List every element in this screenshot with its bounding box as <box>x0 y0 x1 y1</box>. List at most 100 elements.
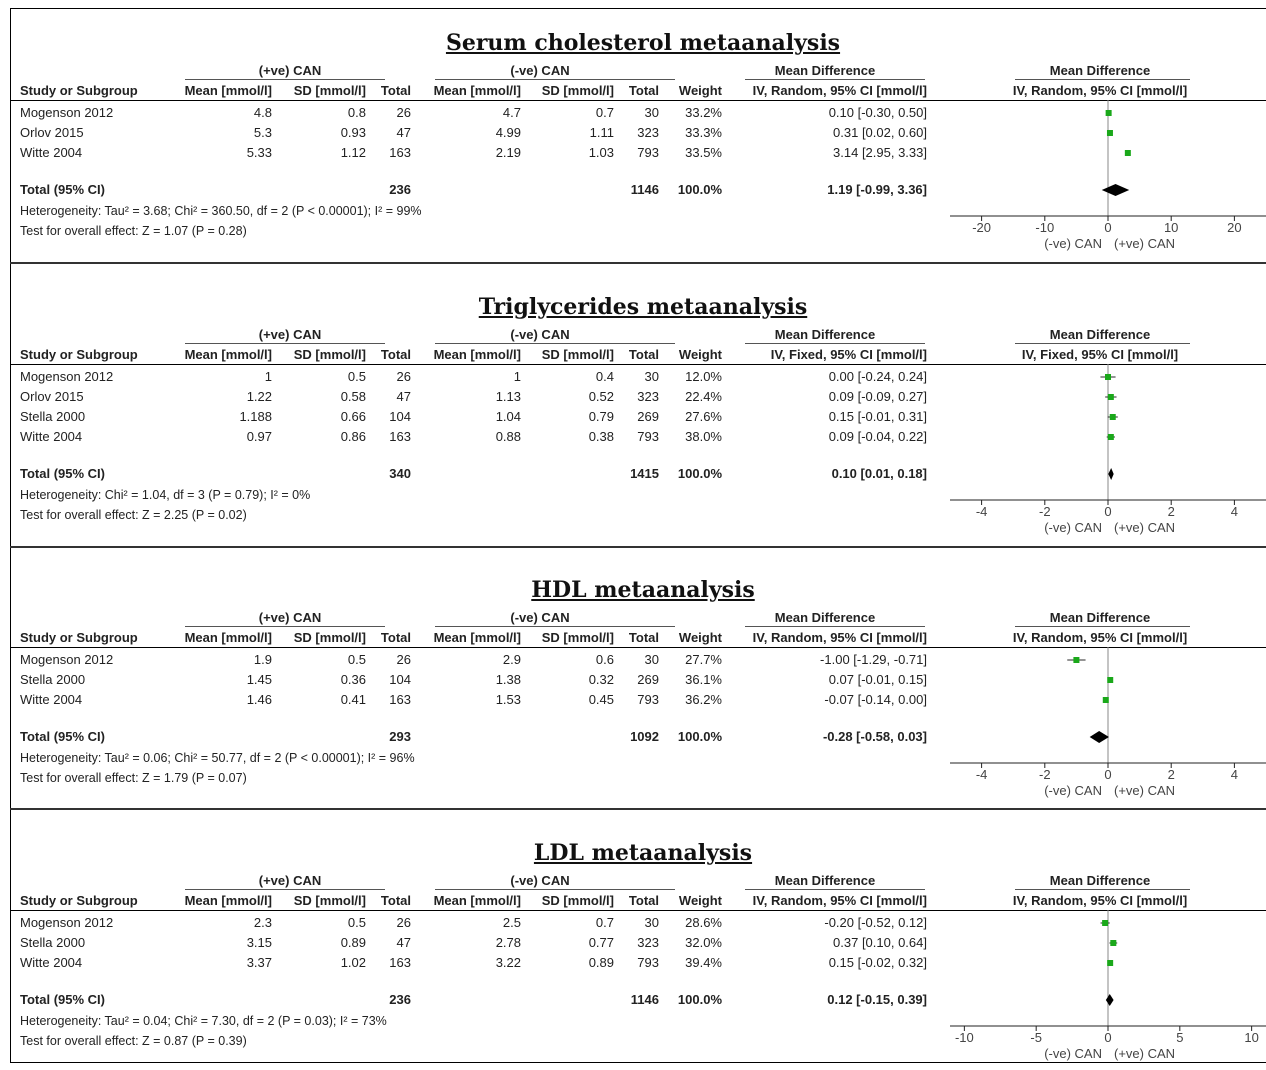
group-label-positive: (+ve) CAN <box>258 63 322 78</box>
total-n-neg: 1146 <box>630 182 659 197</box>
study-name: Witte 2004 <box>20 429 83 444</box>
col-study: Study or Subgroup <box>20 83 138 98</box>
weight: 12.0% <box>685 369 722 384</box>
heterogeneity-text: Heterogeneity: Tau² = 3.68; Chi² = 360.5… <box>20 204 422 218</box>
total-pos: 47 <box>396 935 411 950</box>
total-neg: 793 <box>637 955 659 970</box>
total-pos: 163 <box>389 145 411 160</box>
weight: 33.3% <box>685 125 722 140</box>
total-neg: 323 <box>637 389 659 404</box>
col-md-method: IV, Fixed, 95% CI [mmol/l] <box>770 347 927 362</box>
sd-pos: 0.93 <box>340 125 366 140</box>
favours-left-label: (-ve) CAN <box>1044 783 1102 798</box>
total-pos: 104 <box>389 409 411 424</box>
md-header: Mean Difference <box>774 873 876 888</box>
mean-neg: 1.38 <box>495 672 521 687</box>
total-label: Total (95% CI) <box>20 466 105 481</box>
table-header-rule <box>10 364 1266 365</box>
weight: 33.2% <box>685 105 722 120</box>
weight: 28.6% <box>685 915 722 930</box>
col-sd-neg: SD [mmol/l] <box>541 347 614 362</box>
x-tick-label: 10 <box>1244 1030 1258 1045</box>
group-label-positive: (+ve) CAN <box>258 873 322 888</box>
panel-title: Triglycerides metaanalysis <box>478 294 808 320</box>
effect-marker <box>1107 434 1114 440</box>
forest-md-header: Mean Difference <box>1049 327 1151 342</box>
group-label-positive: (+ve) CAN <box>258 610 322 625</box>
header-rule <box>745 626 925 627</box>
table-header-rule <box>10 100 1266 101</box>
col-md-method: IV, Random, 95% CI [mmol/l] <box>752 893 927 908</box>
mean-pos: 3.37 <box>246 955 272 970</box>
study-name: Mogenson 2012 <box>20 652 114 667</box>
header-rule <box>185 79 385 80</box>
pooled-diamond <box>1108 468 1114 480</box>
study-name: Orlov 2015 <box>20 125 84 140</box>
col-study: Study or Subgroup <box>20 630 138 645</box>
mean-neg: 3.22 <box>495 955 521 970</box>
mean-neg: 2.78 <box>495 935 521 950</box>
x-tick-label: -4 <box>976 504 988 519</box>
col-mean-neg: Mean [mmol/l] <box>433 347 521 362</box>
mean-neg: 2.9 <box>502 652 521 667</box>
sd-pos: 0.89 <box>340 935 366 950</box>
forest-method: IV, Fixed, 95% CI [mmol/l] <box>1021 347 1179 362</box>
panel-title: Serum cholesterol metaanalysis <box>445 30 841 56</box>
col-sd-neg: SD [mmol/l] <box>541 630 614 645</box>
forest-panel: Triglycerides metaanalysis (+ve) CAN (-ve)… <box>10 294 1266 535</box>
effect-marker <box>1110 940 1117 946</box>
forest-panel: LDL metaanalysis (+ve) CAN (-ve) CAN Mean D… <box>10 840 1266 1070</box>
sd-neg: 1.11 <box>589 125 614 140</box>
col-mean-pos: Mean [mmol/l] <box>184 83 272 98</box>
ci-text: 0.37 [0.10, 0.64] <box>833 935 927 950</box>
sd-neg: 0.7 <box>595 915 614 930</box>
col-total-neg: Total <box>628 893 659 908</box>
x-tick-label: -10 <box>955 1030 974 1045</box>
col-sd-neg: SD [mmol/l] <box>541 83 614 98</box>
total-n-neg: 1092 <box>630 729 659 744</box>
sd-neg: 0.32 <box>588 672 614 687</box>
total-pos: 163 <box>389 429 411 444</box>
total-label: Total (95% CI) <box>20 992 105 1007</box>
total-neg: 269 <box>637 672 659 687</box>
col-sd-pos: SD [mmol/l] <box>293 83 366 98</box>
mean-pos: 5.3 <box>253 125 272 140</box>
favours-left-label: (-ve) CAN <box>1044 236 1102 251</box>
header-rule <box>435 626 675 627</box>
weight: 33.5% <box>685 145 722 160</box>
ci-text: -0.07 [-0.14, 0.00] <box>824 692 927 707</box>
favours-left-label: (-ve) CAN <box>1044 1046 1102 1061</box>
ci-text: 0.10 [-0.30, 0.50] <box>828 105 927 120</box>
x-tick-label: -20 <box>972 220 991 235</box>
total-pos: 26 <box>396 915 411 930</box>
weight: 38.0% <box>685 429 722 444</box>
col-total-pos: Total <box>380 893 411 908</box>
panel-title: LDL metaanalysis <box>533 840 753 866</box>
mean-pos: 1.22 <box>246 389 272 404</box>
study-name: Stella 2000 <box>20 935 86 950</box>
header-rule <box>435 79 675 80</box>
total-weight: 100.0% <box>677 729 722 744</box>
favours-right-label: (+ve) CAN <box>1114 236 1175 251</box>
header-rule <box>745 343 925 344</box>
total-neg: 269 <box>637 409 659 424</box>
ci-text: 3.14 [2.95, 3.33] <box>833 145 927 160</box>
pooled-diamond <box>1105 994 1114 1006</box>
sd-neg: 0.6 <box>595 652 614 667</box>
x-tick-label: -10 <box>1035 220 1054 235</box>
x-tick-label: -2 <box>1039 767 1051 782</box>
col-mean-neg: Mean [mmol/l] <box>433 630 521 645</box>
total-neg: 323 <box>637 935 659 950</box>
overall-effect-text: Test for overall effect: Z = 0.87 (P = 0… <box>20 1034 247 1048</box>
ci-text: 0.07 [-0.01, 0.15] <box>828 672 927 687</box>
mean-pos: 3.15 <box>246 935 272 950</box>
x-tick-label: 0 <box>1104 767 1111 782</box>
total-label: Total (95% CI) <box>20 182 105 197</box>
effect-marker <box>1105 110 1112 116</box>
study-name: Witte 2004 <box>20 692 83 707</box>
x-tick-label: 4 <box>1231 767 1238 782</box>
x-tick-label: 20 <box>1227 220 1241 235</box>
sd-pos: 1.02 <box>340 955 366 970</box>
total-neg: 30 <box>644 105 659 120</box>
mean-neg: 1.04 <box>495 409 521 424</box>
